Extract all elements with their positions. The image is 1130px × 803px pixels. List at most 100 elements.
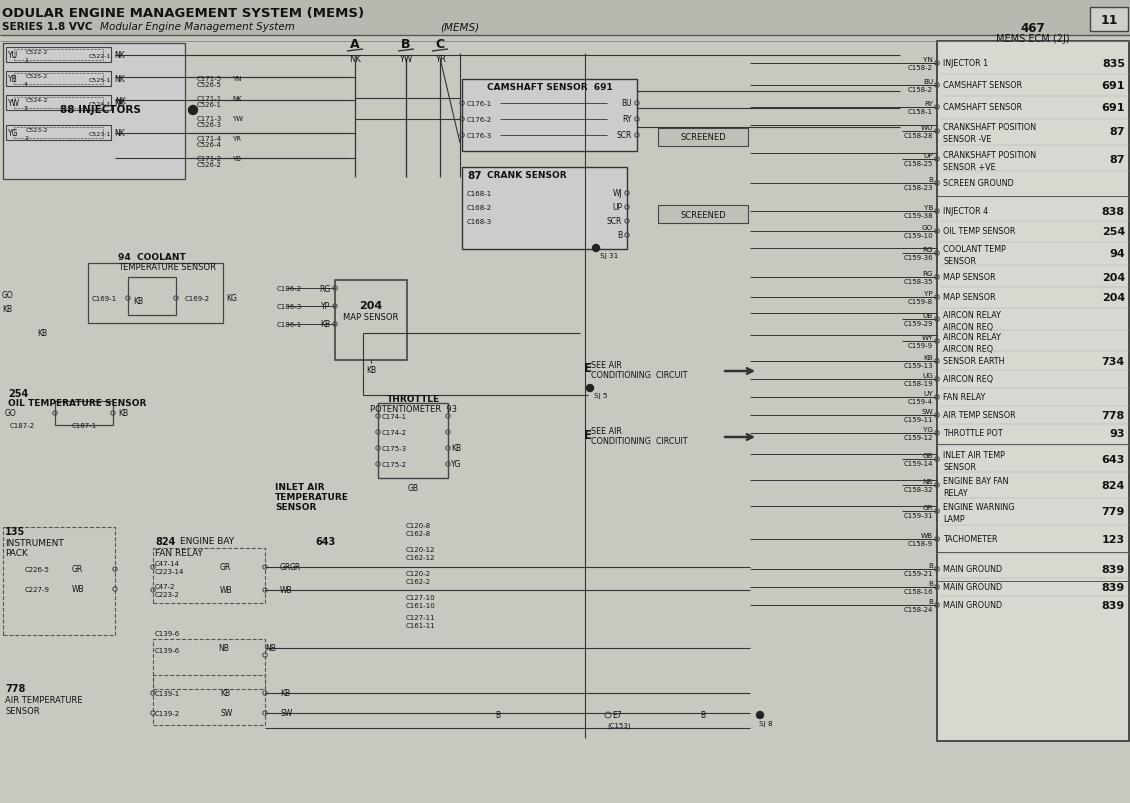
Text: AIRCON REQ: AIRCON REQ — [944, 345, 993, 354]
Text: B: B — [928, 581, 933, 586]
Text: NK: NK — [114, 100, 124, 108]
Text: GO: GO — [922, 225, 933, 230]
Text: KB: KB — [220, 689, 231, 698]
Text: C171-3: C171-3 — [197, 116, 223, 122]
Text: C159-12: C159-12 — [904, 434, 933, 441]
Text: C525-2: C525-2 — [26, 75, 49, 79]
Text: CRANKSHAFT POSITION: CRANKSHAFT POSITION — [944, 124, 1036, 132]
Text: C158-2: C158-2 — [909, 87, 933, 93]
Text: C158-24: C158-24 — [904, 606, 933, 612]
Circle shape — [756, 711, 764, 719]
Text: C120-2: C120-2 — [406, 570, 431, 577]
Text: C174-1: C174-1 — [382, 414, 407, 419]
Text: NK: NK — [114, 129, 124, 138]
Text: WB: WB — [280, 585, 293, 595]
Text: C159-4: C159-4 — [909, 398, 933, 405]
Text: YU: YU — [8, 51, 18, 60]
Text: 643: 643 — [315, 536, 336, 546]
Text: NK: NK — [232, 96, 242, 102]
Text: SENSOR: SENSOR — [5, 707, 40, 715]
Text: C158-23: C158-23 — [904, 185, 933, 191]
Text: C158-32: C158-32 — [904, 487, 933, 492]
Text: GO: GO — [2, 291, 14, 300]
Text: C139-1: C139-1 — [155, 690, 181, 696]
Text: BU: BU — [622, 100, 632, 108]
Text: NB: NB — [266, 644, 276, 653]
Text: SEE AIR: SEE AIR — [591, 427, 622, 436]
Text: GB: GB — [922, 452, 933, 459]
Text: KB: KB — [320, 320, 330, 329]
Text: 87: 87 — [1110, 127, 1125, 137]
Bar — [14, 50, 103, 61]
Text: 204: 204 — [1102, 273, 1125, 283]
Text: C120-12: C120-12 — [406, 546, 435, 552]
Text: 254: 254 — [1102, 226, 1125, 237]
Text: B: B — [495, 711, 501, 719]
Text: INLET AIR TEMP: INLET AIR TEMP — [944, 451, 1005, 460]
Text: INSTRUMENT: INSTRUMENT — [5, 538, 63, 547]
Text: C169-1: C169-1 — [92, 296, 118, 302]
Text: YB: YB — [923, 205, 933, 210]
Text: YW: YW — [399, 55, 412, 63]
Text: RG: RG — [319, 284, 330, 293]
Text: C187-2: C187-2 — [10, 422, 35, 429]
Text: C47-2: C47-2 — [155, 583, 175, 589]
Text: NK: NK — [114, 75, 124, 84]
Text: A: A — [350, 39, 359, 51]
Text: C525-1: C525-1 — [89, 77, 111, 83]
Text: AIRCON REQ: AIRCON REQ — [944, 375, 993, 384]
Text: E: E — [584, 362, 592, 375]
Text: YP: YP — [924, 291, 933, 296]
Text: C159-11: C159-11 — [903, 417, 933, 422]
Bar — [153, 675, 266, 725]
Text: TACHOMETER: TACHOMETER — [944, 535, 998, 544]
Text: 254: 254 — [8, 389, 28, 398]
Text: CAMSHAFT SENSOR: CAMSHAFT SENSOR — [944, 81, 1023, 91]
Text: 691: 691 — [1102, 81, 1125, 91]
Text: 839: 839 — [1102, 601, 1125, 610]
Text: C523-1: C523-1 — [89, 132, 112, 137]
Text: C127-10: C127-10 — [406, 594, 436, 601]
Text: C171-2: C171-2 — [197, 156, 223, 161]
Text: 87: 87 — [1110, 155, 1125, 165]
Bar — [3, 44, 185, 180]
Text: FAN RELAY: FAN RELAY — [944, 393, 985, 402]
Text: PACK: PACK — [5, 548, 28, 558]
Text: WB: WB — [921, 532, 933, 538]
Bar — [6, 48, 111, 63]
Text: GR: GR — [290, 563, 302, 572]
Text: GR: GR — [72, 565, 84, 574]
Text: C169-2: C169-2 — [185, 296, 210, 302]
Text: C186-1: C186-1 — [277, 321, 302, 328]
Text: MAIN GROUND: MAIN GROUND — [944, 565, 1002, 574]
Text: C158-16: C158-16 — [903, 589, 933, 594]
Bar — [658, 128, 748, 147]
Text: NB: NB — [218, 644, 229, 653]
Text: C175-2: C175-2 — [382, 462, 407, 467]
Text: SENSOR: SENSOR — [944, 257, 976, 266]
Text: ENGINE BAY: ENGINE BAY — [180, 537, 234, 546]
Text: SJ 5: SJ 5 — [594, 393, 608, 398]
Text: C227-9: C227-9 — [25, 586, 50, 593]
Text: C159-31: C159-31 — [903, 512, 933, 519]
Text: C526-3: C526-3 — [197, 122, 221, 128]
Text: AIR TEMP SENSOR: AIR TEMP SENSOR — [944, 411, 1016, 420]
Text: C176-1: C176-1 — [467, 101, 493, 107]
Text: YP: YP — [321, 302, 330, 311]
Text: C223-2: C223-2 — [155, 591, 180, 597]
Text: C159-10: C159-10 — [903, 233, 933, 238]
Text: OIL TEMP SENSOR: OIL TEMP SENSOR — [944, 227, 1016, 236]
Text: KB: KB — [451, 444, 461, 453]
Text: YG: YG — [451, 460, 461, 469]
Text: C159-14: C159-14 — [904, 460, 933, 467]
Text: SCREEN GROUND: SCREEN GROUND — [944, 179, 1014, 188]
Text: (C153): (C153) — [607, 722, 631, 728]
Text: B: B — [928, 598, 933, 604]
Text: UY: UY — [923, 390, 933, 397]
Text: GO: GO — [5, 409, 17, 418]
Text: 824: 824 — [1102, 480, 1125, 491]
Text: C162-8: C162-8 — [406, 530, 432, 536]
Bar — [0, 0, 1130, 36]
Text: C526-5: C526-5 — [197, 82, 221, 88]
Bar — [334, 281, 407, 361]
